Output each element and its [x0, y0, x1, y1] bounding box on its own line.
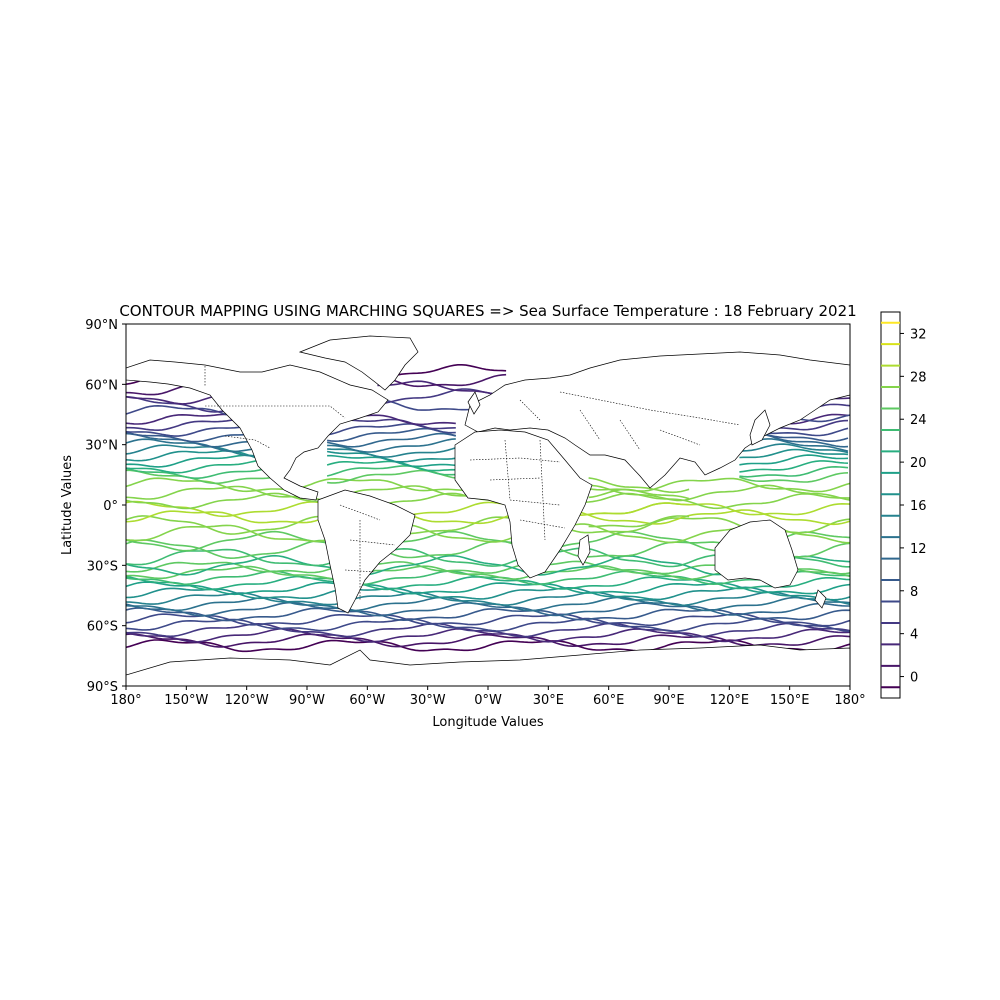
- x-tick-label: 60°E: [593, 693, 624, 708]
- y-tick-label: 60°S: [87, 620, 118, 635]
- colorbar-tick-label: 0: [910, 671, 918, 686]
- madagascar-landmass: [577, 534, 591, 566]
- contour-line: [326, 450, 456, 463]
- contour-line: [126, 500, 850, 518]
- contour-line: [326, 432, 456, 448]
- contour-line: [126, 639, 850, 653]
- contour-line: [126, 575, 850, 591]
- new-zealand-landmass: [814, 589, 827, 609]
- colorbar-frame: [880, 311, 901, 699]
- contour-line: [126, 607, 850, 622]
- contour-line: [739, 465, 849, 478]
- contour-line: [126, 464, 287, 480]
- colorbar-tick-label: 20: [910, 456, 927, 471]
- africa-landmass: [454, 429, 593, 579]
- contour-line: [326, 460, 456, 472]
- contour-line: [126, 404, 227, 416]
- contour-line: [126, 601, 850, 617]
- y-tick-label: 60°N: [85, 378, 118, 393]
- greenland-landmass: [298, 335, 419, 391]
- colorbar-tick-label: 24: [910, 413, 927, 428]
- y-axis: 90°N 60°N 30°N 0° 30°S 60°S 90°S: [85, 318, 126, 695]
- x-tick-label: 150°W: [164, 693, 208, 708]
- contour-line: [588, 515, 690, 528]
- south-america-landmass: [317, 489, 416, 614]
- contour-line: [326, 465, 456, 477]
- x-tick-label: 150°E: [770, 693, 810, 708]
- africa-borders: [469, 439, 566, 541]
- contour-line: [126, 509, 850, 526]
- contour-line: [126, 515, 850, 535]
- contour-line: [126, 617, 850, 633]
- colorbar: 0 4 8 12 16 20 24 28 32: [880, 311, 927, 699]
- contour-line: [126, 570, 850, 586]
- contour-line: [126, 394, 227, 405]
- contour-line: [327, 446, 457, 458]
- colorbar-tick-label: 4: [910, 628, 918, 643]
- contour-line: [588, 502, 690, 516]
- contour-line: [588, 477, 690, 494]
- contour-line: [126, 596, 850, 612]
- contour-line: [126, 627, 850, 643]
- y-tick-label: 30°N: [85, 439, 118, 454]
- x-tick-label: 30°E: [533, 693, 564, 708]
- usa-mexico-border: [224, 435, 271, 449]
- contour-line: [377, 380, 507, 397]
- colorbar-tick-label: 32: [910, 327, 927, 342]
- x-tick-label: 120°E: [710, 693, 750, 708]
- country-borders: [204, 366, 741, 600]
- chart-title: CONTOUR MAPPING USING MARCHING SQUARES =…: [119, 302, 856, 320]
- y-tick-label: 30°S: [87, 559, 118, 574]
- contour-line: [327, 438, 456, 453]
- south-america-borders: [339, 504, 396, 600]
- contour-line: [377, 373, 507, 388]
- colorbar-tick-label: 12: [910, 542, 927, 557]
- colorbar-tick-label: 28: [910, 370, 927, 385]
- contour-line: [739, 472, 849, 483]
- eurasia-borders: [519, 391, 741, 451]
- antarctica-landmass: [126, 644, 850, 686]
- australia-landmass: [714, 519, 799, 589]
- x-tick-label: 90°W: [289, 693, 325, 708]
- contour-line: [739, 448, 849, 459]
- y-tick-label: 90°S: [87, 680, 118, 695]
- colorbar-tick-label: 16: [910, 499, 927, 514]
- contour-line: [739, 454, 849, 466]
- x-tick-label: 30°W: [410, 693, 446, 708]
- y-axis-title: Latitude Values: [60, 455, 75, 555]
- contour-line: [739, 443, 849, 454]
- contour-line: [326, 423, 456, 436]
- uk-landmass: [467, 391, 481, 415]
- x-tick-label: 180°: [110, 693, 141, 708]
- contour-line: [126, 581, 850, 596]
- x-tick-label: 180°: [834, 693, 865, 708]
- contour-line: [588, 488, 690, 500]
- y-tick-label: 90°N: [85, 318, 118, 333]
- x-axis-title: Longitude Values: [432, 715, 543, 730]
- x-tick-label: 120°W: [225, 693, 269, 708]
- y-tick-label: 0°: [103, 499, 118, 514]
- contour-line: [126, 586, 850, 601]
- x-axis: 180° 150°W 120°W 90°W 60°W 30°W 0°W 30°E 60°E 90°…: [110, 686, 866, 708]
- coastlines: [126, 335, 850, 686]
- japan-landmass: [749, 409, 771, 446]
- x-tick-label: 0°W: [474, 693, 502, 708]
- colorbar-tick-label: 8: [910, 585, 918, 600]
- x-tick-label: 90°E: [653, 693, 684, 708]
- contour-line: [126, 522, 850, 544]
- north-america-landmass: [126, 359, 389, 501]
- contour-line: [126, 469, 288, 485]
- contour-line: [739, 460, 849, 473]
- x-tick-label: 60°W: [349, 693, 385, 708]
